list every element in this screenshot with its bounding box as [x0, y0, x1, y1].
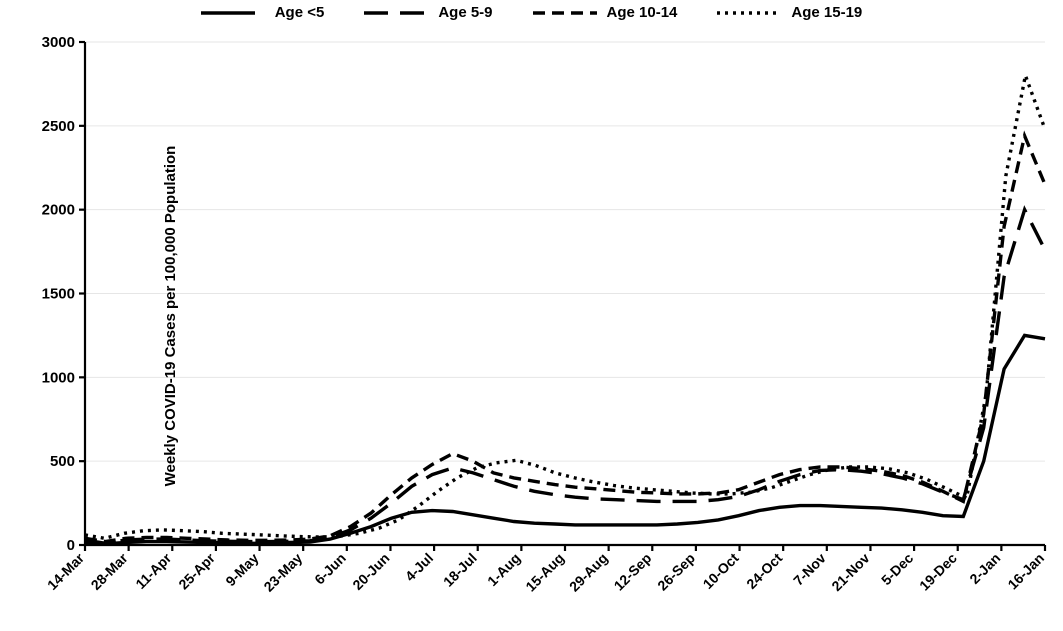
- x-tick-label: 14-Mar: [44, 549, 88, 593]
- series-line: [85, 335, 1045, 543]
- x-tick-label: 16-Jan: [1004, 550, 1047, 593]
- legend-swatch: [201, 6, 267, 20]
- x-tick-label: 23-May: [260, 550, 305, 595]
- legend-label: Age 5-9: [438, 4, 492, 21]
- x-tick-label: 25-Apr: [175, 549, 218, 592]
- x-tick-label: 9-May: [222, 550, 262, 590]
- x-tick-label: 1-Aug: [484, 550, 523, 589]
- y-tick-label: 1500: [42, 286, 75, 303]
- x-tick-label: 12-Sep: [611, 550, 655, 594]
- y-tick-label: 2500: [42, 118, 75, 135]
- legend-swatch: [717, 6, 783, 20]
- x-tick-label: 7-Nov: [790, 550, 829, 589]
- x-tick-label: 21-Nov: [828, 550, 872, 594]
- x-tick-label: 18-Jul: [440, 550, 480, 590]
- y-tick-label: 2000: [42, 202, 75, 219]
- legend: Age <5 Age 5-9 Age 10-14 Age 15-19: [0, 4, 1063, 21]
- line-chart: 05001000150020002500300014-Mar28-Mar11-A…: [0, 0, 1063, 631]
- x-tick-label: 29-Aug: [566, 550, 611, 595]
- x-tick-label: 10-Oct: [700, 550, 742, 592]
- x-tick-label: 15-Aug: [522, 550, 567, 595]
- x-tick-label: 20-Jun: [349, 550, 392, 593]
- legend-swatch: [364, 6, 430, 20]
- legend-label: Age 15-19: [791, 4, 862, 21]
- series-line: [85, 136, 1045, 542]
- x-tick-label: 19-Dec: [916, 550, 960, 594]
- y-tick-label: 1000: [42, 369, 75, 386]
- x-tick-label: 28-Mar: [88, 549, 132, 593]
- x-tick-label: 5-Dec: [878, 550, 916, 588]
- x-tick-label: 26-Sep: [654, 550, 698, 594]
- series-line: [85, 76, 1045, 539]
- x-tick-label: 11-Apr: [132, 549, 175, 592]
- x-tick-label: 6-Jun: [311, 550, 349, 588]
- chart-container: Weekly COVID-19 Cases per 100,000 Popula…: [0, 0, 1063, 631]
- x-tick-label: 24-Oct: [743, 550, 785, 592]
- legend-item: Age 15-19: [717, 4, 862, 21]
- legend-label: Age 10-14: [607, 4, 678, 21]
- legend-item: Age <5: [201, 4, 325, 21]
- y-axis-label: Weekly COVID-19 Cases per 100,000 Popula…: [162, 145, 179, 486]
- legend-label: Age <5: [275, 4, 325, 21]
- y-tick-label: 500: [50, 453, 75, 470]
- y-tick-label: 3000: [42, 34, 75, 51]
- x-tick-label: 4-Jul: [402, 550, 436, 584]
- legend-item: Age 10-14: [533, 4, 678, 21]
- x-tick-label: 2-Jan: [966, 550, 1003, 587]
- legend-swatch: [533, 6, 599, 20]
- legend-item: Age 5-9: [364, 4, 492, 21]
- series-line: [85, 210, 1045, 544]
